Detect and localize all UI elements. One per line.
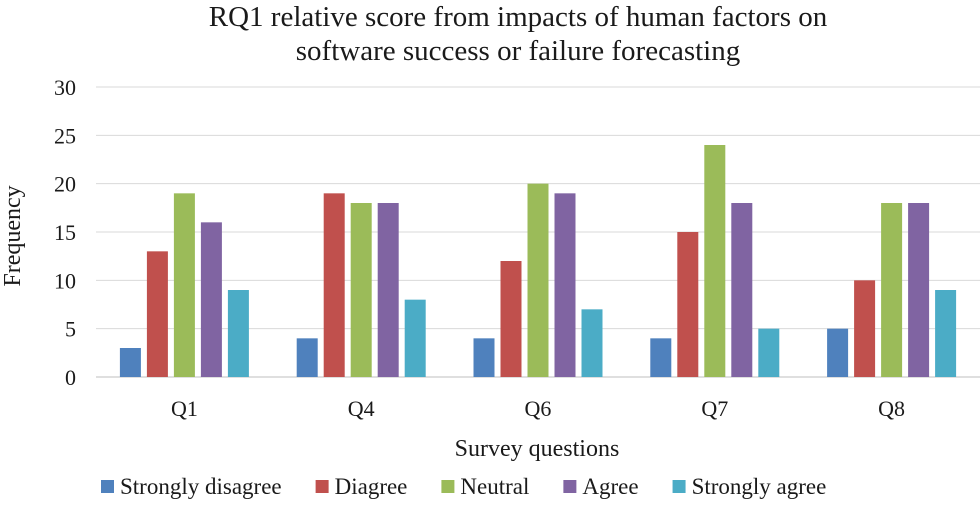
bar-q8-series-5	[935, 290, 957, 377]
bar-q4-series-4	[377, 203, 399, 377]
x-tick-label: Q6	[525, 396, 552, 421]
y-tick-label: 10	[54, 268, 76, 293]
bar-q7-series-3	[704, 145, 726, 377]
bar-q4-series-3	[350, 203, 372, 377]
bar-q7-series-4	[731, 203, 753, 377]
x-tick-label: Q7	[701, 396, 728, 421]
bar-q8-series-2	[854, 280, 876, 377]
chart-title-line-1: RQ1 relative score from impacts of human…	[209, 1, 828, 33]
y-tick-label: 25	[54, 123, 76, 148]
bar-q7-series-5	[758, 328, 780, 377]
y-tick-label: 15	[54, 220, 76, 245]
bar-q1-series-4	[200, 222, 222, 377]
legend-swatch	[672, 480, 686, 493]
y-axis-label: Frequency	[0, 185, 26, 286]
y-tick-label: 30	[54, 75, 76, 100]
bar-q4-series-5	[404, 299, 426, 377]
legend-swatch	[101, 480, 114, 493]
bar-q7-series-2	[677, 232, 699, 377]
x-axis-label: Survey questions	[455, 436, 620, 462]
legend-label: Diagree	[335, 474, 408, 499]
chart-title-line-2: software success or failure forecasting	[296, 35, 740, 67]
bar-q6-series-1	[473, 338, 495, 377]
legend-label: Agree	[582, 474, 638, 499]
y-tick-label: 20	[54, 172, 76, 197]
legend-swatch	[315, 480, 329, 493]
bar-q7-series-1	[650, 338, 672, 377]
legend-label: Strongly agree	[692, 474, 827, 499]
bar-q6-series-3	[527, 183, 549, 377]
y-tick-label: 0	[65, 365, 76, 390]
x-axis-ticks: Q1 Q4 Q6 Q7 Q8	[171, 396, 905, 421]
bar-q8-series-3	[881, 203, 903, 377]
bar-q1-series-2	[146, 251, 168, 377]
bar-q4-series-2	[323, 193, 345, 377]
legend-swatch	[563, 480, 577, 493]
bar-q6-series-4	[554, 193, 576, 377]
x-tick-label: Q4	[348, 396, 375, 421]
y-axis-ticks: 0 5 10 15 20 25 30	[54, 75, 76, 390]
bar-q1-series-5	[227, 290, 249, 377]
chart-title: RQ1 relative score from impacts of human…	[209, 1, 828, 67]
bar-q1-series-3	[173, 193, 195, 377]
bars	[119, 145, 957, 377]
bar-q6-series-2	[500, 261, 522, 377]
bar-q8-series-4	[908, 203, 930, 377]
bar-q6-series-5	[581, 309, 603, 377]
bar-q4-series-1	[296, 338, 318, 377]
x-tick-label: Q1	[171, 396, 198, 421]
bar-q1-series-1	[119, 348, 141, 377]
x-tick-label: Q8	[878, 396, 905, 421]
y-tick-label: 5	[65, 317, 76, 342]
legend: Strongly disagree Diagree Neutral Agree Stro…	[101, 474, 826, 499]
legend-label: Strongly disagree	[120, 474, 282, 499]
legend-swatch	[441, 480, 455, 493]
legend-label: Neutral	[460, 474, 529, 499]
bar-q8-series-1	[827, 328, 849, 377]
